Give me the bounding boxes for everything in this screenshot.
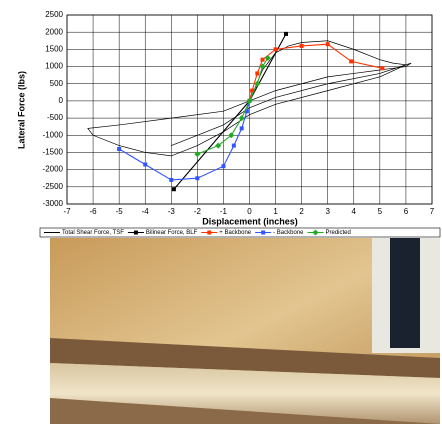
point	[349, 59, 353, 63]
x-tick-label: 4	[352, 207, 357, 216]
x-tick-label: -5	[116, 207, 124, 216]
x-tick-label: -6	[90, 207, 98, 216]
x-tick-label: -1	[220, 207, 228, 216]
x-tick-label: 0	[247, 207, 252, 216]
y-tick-label: -1500	[43, 148, 64, 157]
y-tick-label: 2000	[45, 27, 63, 36]
point	[240, 126, 244, 130]
x-tick-label: 5	[378, 207, 383, 216]
x-tick-label: 1	[273, 207, 278, 216]
legend-label: - Backbone	[273, 230, 304, 236]
point	[117, 147, 121, 151]
y-tick-label: -500	[47, 113, 64, 122]
legend-marker	[207, 231, 211, 235]
y-tick-label: -3000	[43, 199, 64, 208]
point	[284, 32, 288, 36]
point	[326, 42, 330, 46]
photo	[50, 238, 440, 424]
x-tick-label: 6	[404, 207, 409, 216]
x-axis-label: Displacement (inches)	[202, 216, 298, 226]
point	[172, 187, 176, 191]
legend-label: + Backbone	[219, 230, 252, 236]
x-tick-label: 7	[430, 207, 435, 216]
x-tick-label: 2	[299, 207, 304, 216]
y-tick-label: -1000	[43, 130, 64, 139]
legend-label: Predicted	[326, 230, 351, 236]
point	[261, 58, 265, 62]
y-tick-label: 2500	[45, 10, 63, 19]
y-tick-label: 0	[59, 96, 64, 105]
page: Lateral Force (lbs) Displacement (inches…	[0, 0, 442, 424]
x-tick-label: 3	[325, 207, 330, 216]
y-tick-label: 1500	[45, 44, 63, 53]
y-tick-label: -2500	[43, 182, 64, 191]
chart: Lateral Force (lbs) Displacement (inches…	[0, 0, 442, 238]
x-tick-label: -7	[63, 207, 71, 216]
point	[380, 66, 384, 70]
legend-label: Total Shear Force, TSF	[62, 230, 124, 236]
x-tick-label: -4	[142, 207, 150, 216]
legend-marker	[261, 231, 265, 235]
point	[143, 162, 147, 166]
legend-label: Bilinear Force, BLF	[146, 230, 198, 236]
point	[274, 47, 278, 51]
point	[195, 176, 199, 180]
point	[255, 71, 259, 75]
point	[221, 164, 225, 168]
point	[169, 178, 173, 182]
y-tick-label: 500	[50, 79, 64, 88]
y-tick-label: 1000	[45, 62, 63, 71]
y-axis-label: Lateral Force (lbs)	[16, 71, 26, 149]
legend-marker	[134, 231, 138, 235]
x-tick-label: -2	[194, 207, 202, 216]
point	[232, 144, 236, 148]
x-tick-label: -3	[168, 207, 176, 216]
y-tick-label: -2000	[43, 165, 64, 174]
point	[300, 44, 304, 48]
